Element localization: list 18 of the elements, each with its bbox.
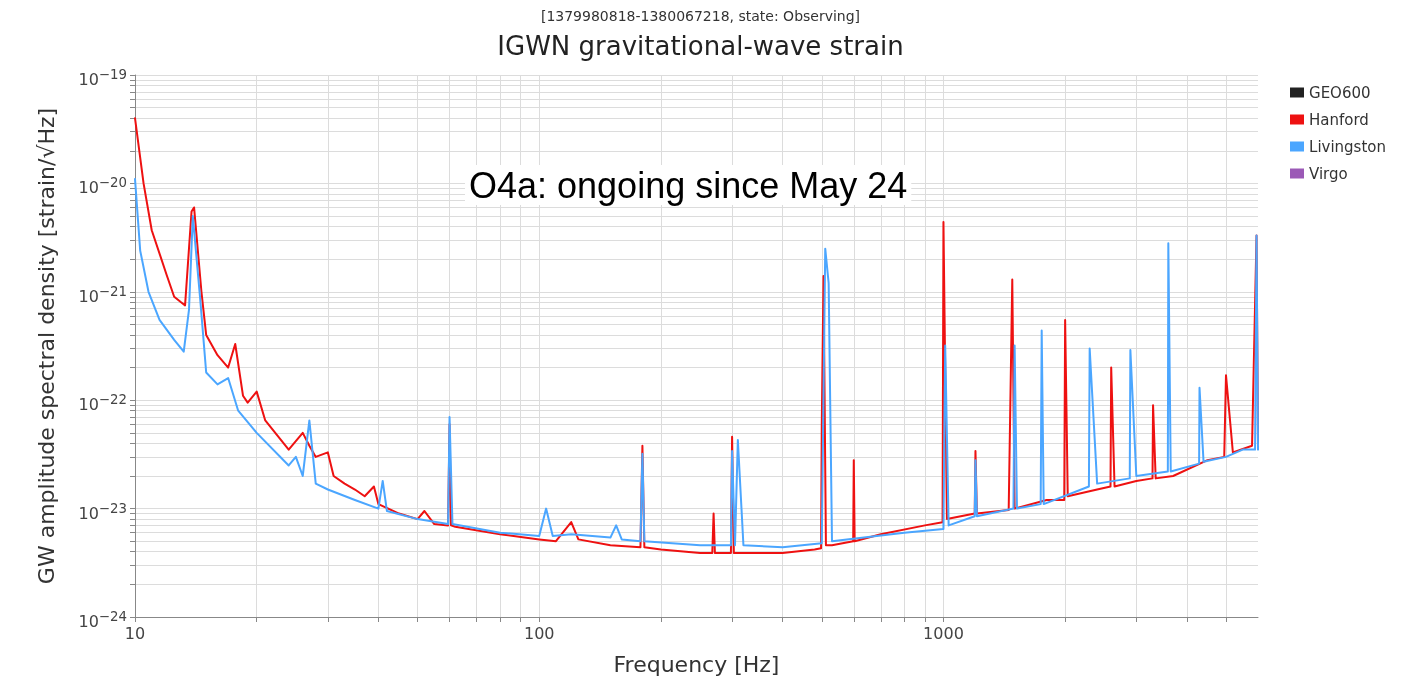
y-tick-label: 10$^{−23}$ bbox=[78, 499, 127, 524]
y-tick-label: 10$^{−24}$ bbox=[78, 609, 127, 632]
chart-subtitle: [1379980818-1380067218, state: Observing] bbox=[540, 8, 861, 24]
y-tick-label: 10$^{−22}$ bbox=[78, 391, 127, 416]
x-tick-label: 10 bbox=[124, 623, 146, 643]
x-tick-label: 100 bbox=[523, 623, 555, 643]
y-tick-label: 10$^{−19}$ bbox=[78, 66, 127, 91]
annotation: O4a: ongoing since May 24 bbox=[469, 164, 908, 206]
legend-label: Hanford bbox=[1309, 110, 1369, 129]
y-tick-label: 10$^{−20}$ bbox=[78, 174, 127, 199]
legend-label: GEO600 bbox=[1309, 83, 1371, 102]
y-tick-label: 10$^{−21}$ bbox=[78, 282, 127, 308]
legend-label: Livingston bbox=[1309, 137, 1387, 156]
y-axis-title: GW amplitude spectral density [strain/√Hz] bbox=[33, 107, 59, 585]
x-axis-title: Frequency [Hz] bbox=[613, 651, 780, 677]
chart-title: IGWN gravitational-wave strain bbox=[497, 31, 904, 61]
x-tick-label: 1000 bbox=[923, 623, 964, 643]
legend-label: Virgo bbox=[1309, 164, 1348, 183]
